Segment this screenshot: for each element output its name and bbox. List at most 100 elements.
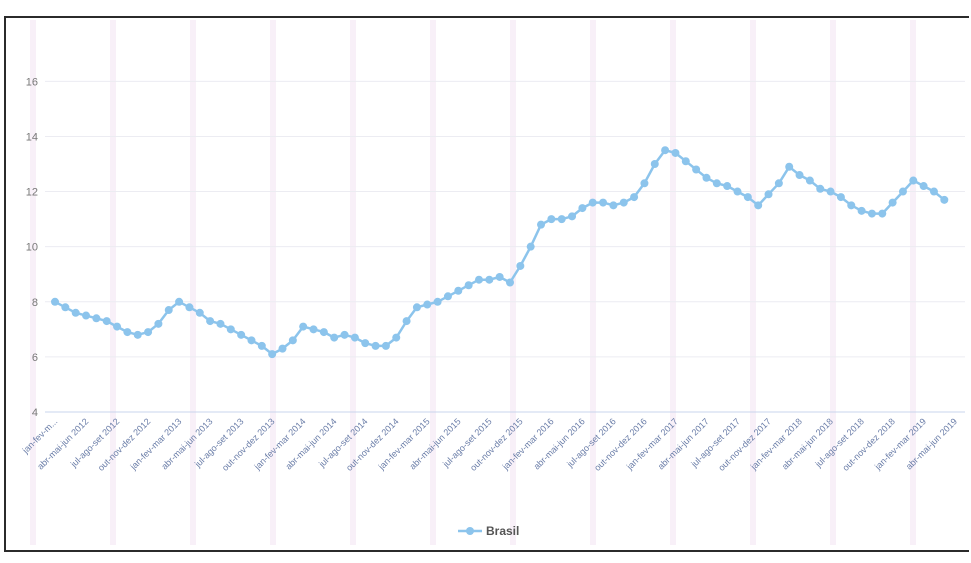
data-point[interactable]	[123, 328, 132, 337]
data-point[interactable]	[857, 206, 866, 215]
data-point[interactable]	[692, 165, 701, 174]
data-point[interactable]	[361, 339, 370, 348]
data-point[interactable]	[144, 328, 153, 337]
data-point[interactable]	[257, 341, 266, 350]
data-point[interactable]	[309, 325, 318, 334]
data-point[interactable]	[867, 209, 876, 218]
data-point[interactable]	[826, 187, 835, 196]
data-point[interactable]	[557, 215, 566, 224]
data-point[interactable]	[51, 297, 59, 306]
background-band	[430, 20, 436, 545]
data-point[interactable]	[681, 157, 690, 166]
data-point[interactable]	[402, 317, 411, 326]
data-point[interactable]	[816, 184, 825, 193]
data-point[interactable]	[495, 272, 504, 281]
data-point[interactable]	[412, 303, 421, 312]
data-point[interactable]	[164, 306, 173, 315]
data-point[interactable]	[268, 350, 277, 359]
data-point[interactable]	[795, 171, 804, 180]
data-point[interactable]	[433, 297, 442, 306]
data-point[interactable]	[71, 308, 80, 317]
x-tick-label: out-nov-dez 2018	[840, 416, 897, 473]
data-point[interactable]	[898, 187, 907, 196]
data-point[interactable]	[919, 182, 928, 191]
data-point[interactable]	[195, 308, 204, 317]
data-point[interactable]	[392, 333, 401, 342]
data-point[interactable]	[712, 179, 721, 188]
data-point[interactable]	[443, 292, 452, 301]
data-point[interactable]	[619, 198, 628, 207]
data-point[interactable]	[847, 201, 856, 210]
data-point[interactable]	[371, 341, 380, 350]
data-point[interactable]	[185, 303, 194, 312]
data-point[interactable]	[640, 179, 649, 188]
data-point[interactable]	[537, 220, 546, 229]
data-point[interactable]	[247, 336, 256, 345]
data-point[interactable]	[702, 173, 711, 182]
data-point[interactable]	[423, 300, 432, 309]
data-point[interactable]	[288, 336, 297, 345]
data-point[interactable]	[82, 311, 91, 320]
data-point[interactable]	[61, 303, 70, 312]
y-tick-label: 6	[32, 352, 38, 364]
data-point[interactable]	[650, 160, 659, 168]
background-band	[30, 20, 36, 545]
y-tick-label: 4	[32, 407, 38, 419]
data-point[interactable]	[526, 242, 535, 251]
data-point[interactable]	[743, 193, 752, 202]
data-point[interactable]	[754, 201, 763, 210]
x-tick-label: out-nov-dez 2015	[468, 416, 525, 473]
data-point[interactable]	[599, 198, 608, 207]
data-point[interactable]	[506, 278, 514, 287]
data-point[interactable]	[547, 215, 556, 224]
data-point[interactable]	[878, 209, 887, 218]
data-point[interactable]	[485, 275, 494, 284]
data-point[interactable]	[319, 328, 328, 337]
series-brasil	[51, 146, 949, 359]
data-point[interactable]	[909, 176, 918, 185]
x-tick-label: out-nov-dez 2013	[220, 416, 277, 473]
data-point[interactable]	[102, 317, 111, 326]
data-point[interactable]	[278, 344, 287, 353]
data-point[interactable]	[454, 286, 463, 295]
data-point[interactable]	[940, 195, 949, 204]
data-point[interactable]	[764, 190, 773, 199]
data-point[interactable]	[774, 179, 783, 188]
data-point[interactable]	[609, 201, 618, 210]
data-point[interactable]	[516, 261, 525, 270]
data-point[interactable]	[216, 319, 225, 328]
y-tick-label: 16	[26, 76, 38, 88]
data-point[interactable]	[350, 333, 359, 342]
legend[interactable]: Brasil	[458, 524, 519, 538]
data-point[interactable]	[133, 330, 142, 339]
background-band	[590, 20, 596, 545]
data-point[interactable]	[661, 146, 670, 155]
data-point[interactable]	[733, 187, 742, 196]
data-point[interactable]	[237, 330, 246, 339]
data-point[interactable]	[299, 322, 308, 331]
data-point[interactable]	[340, 330, 349, 339]
data-point[interactable]	[474, 275, 483, 284]
data-point[interactable]	[568, 212, 577, 221]
data-point[interactable]	[92, 314, 101, 323]
data-point[interactable]	[785, 162, 794, 171]
data-point[interactable]	[671, 148, 680, 157]
x-tick-label: out-nov-dez 2017	[716, 416, 773, 473]
data-point[interactable]	[206, 317, 215, 326]
data-point[interactable]	[330, 333, 339, 342]
data-point[interactable]	[578, 204, 587, 213]
data-point[interactable]	[588, 198, 597, 207]
data-point[interactable]	[226, 325, 235, 334]
data-point[interactable]	[381, 341, 390, 350]
data-point[interactable]	[464, 281, 473, 290]
data-point[interactable]	[929, 187, 938, 196]
data-point[interactable]	[113, 322, 122, 331]
legend-label-brasil[interactable]: Brasil	[486, 524, 519, 538]
data-point[interactable]	[175, 297, 184, 306]
data-point[interactable]	[723, 182, 732, 191]
data-point[interactable]	[836, 193, 845, 202]
data-point[interactable]	[154, 319, 163, 328]
data-point[interactable]	[888, 198, 897, 207]
data-point[interactable]	[630, 193, 639, 202]
data-point[interactable]	[805, 176, 814, 185]
